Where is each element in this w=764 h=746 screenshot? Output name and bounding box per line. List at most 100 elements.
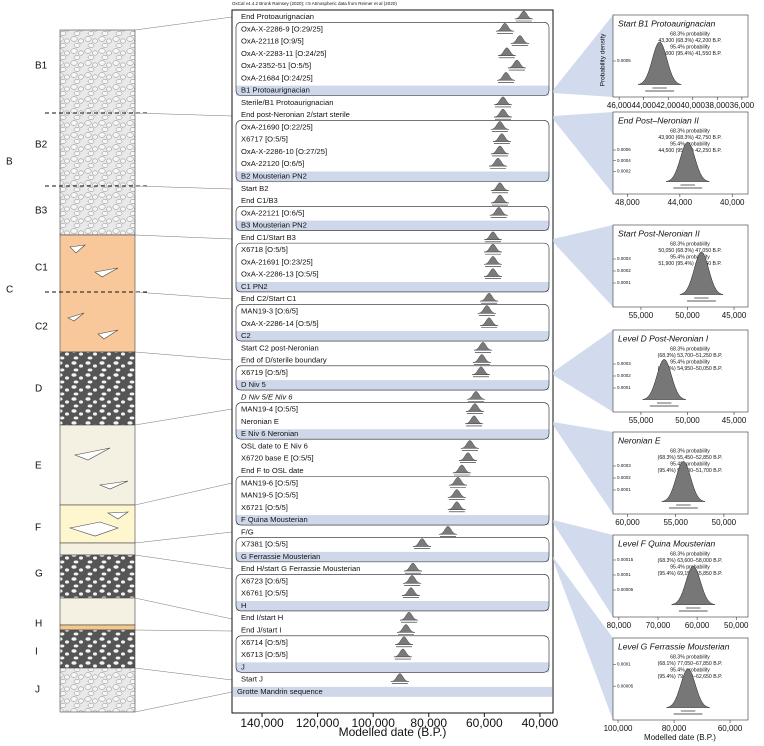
distribution bbox=[492, 133, 511, 142]
row-label: End Protoaurignacian bbox=[241, 12, 314, 21]
distribution bbox=[490, 121, 509, 130]
phase-box bbox=[235, 402, 550, 440]
row-label: OxA-21684 [O:24/25] bbox=[241, 73, 313, 82]
distribution bbox=[472, 354, 491, 363]
row-label: MAN19-6 [O:5/5] bbox=[241, 478, 298, 487]
inset-title: Level F Quina Mousterian bbox=[618, 538, 715, 548]
x-tick-label: 40,000 bbox=[522, 716, 559, 730]
distribution bbox=[438, 526, 457, 535]
x-tick-label: 36,000 bbox=[730, 101, 755, 110]
inset-title: Level D Post-Neronian I bbox=[618, 333, 709, 343]
annotation: OxCal v4.4.2 Bronk Ramsey (2020); r:5 At… bbox=[232, 1, 397, 6]
row-label: F/G bbox=[241, 527, 254, 536]
distribution bbox=[495, 23, 514, 32]
inset-title: Level G Ferrassie Mousterian bbox=[618, 641, 730, 651]
x-axis-label: Modelled date (B.P.) bbox=[644, 733, 716, 742]
phase-box bbox=[235, 365, 550, 391]
x-tick-label: 50,000 bbox=[675, 311, 700, 320]
stratum-label: H bbox=[35, 619, 42, 630]
inset-text: 95.4% probability bbox=[670, 359, 710, 365]
x-tick-label: 70,000 bbox=[646, 621, 671, 630]
row-label: X6719 [O:5/5] bbox=[241, 368, 288, 377]
row-label: OxA-21690 [O:22/25] bbox=[241, 122, 313, 131]
link-wedge bbox=[553, 422, 613, 514]
phase-box bbox=[235, 21, 550, 96]
distribution bbox=[489, 207, 508, 216]
x-tick-label: 55,000 bbox=[629, 311, 654, 320]
connector bbox=[134, 482, 233, 506]
y-tick-label: 0.0006 bbox=[617, 147, 631, 152]
sequence-bar bbox=[233, 686, 552, 697]
link-wedge bbox=[553, 15, 613, 97]
row-label: X6723 [O:6/5] bbox=[241, 576, 288, 585]
distribution bbox=[510, 35, 529, 44]
phase-label: C1 PN2 bbox=[241, 282, 268, 291]
row-label: OxA-X-2286-9 [O:29/25] bbox=[241, 24, 323, 33]
row-label: OxA-22121 [O:6/5] bbox=[241, 208, 304, 217]
x-tick-label: 44,000 bbox=[631, 101, 656, 110]
distribution bbox=[393, 648, 412, 658]
distribution bbox=[480, 317, 499, 326]
phase-label: H bbox=[241, 601, 246, 610]
inset-text: 95.4% probability bbox=[670, 461, 710, 467]
inset-text: (95.4%) 54,950–50,050 B.P. bbox=[658, 366, 723, 372]
stratum-label: F bbox=[35, 523, 41, 534]
inset-text: 43,900 (68.3%) 42,750 B.P. bbox=[658, 135, 721, 141]
y-tick-label: 0.0002 bbox=[617, 475, 631, 480]
row-label: MAN19-4 [O:5/5] bbox=[241, 405, 298, 414]
x-tick-label: 45,000 bbox=[722, 311, 747, 320]
inset-text: 68.3% probability bbox=[670, 31, 710, 37]
phase-label: G Ferrassie Mousterian bbox=[241, 552, 320, 561]
connector bbox=[134, 291, 233, 300]
density-curve bbox=[642, 358, 686, 400]
inset-text: 43,300 (68.3%) 42,200 B.P. bbox=[658, 38, 721, 44]
distribution bbox=[403, 562, 422, 572]
inset-frame bbox=[612, 14, 749, 98]
y-tick-label: 0.00005 bbox=[617, 683, 634, 688]
distribution bbox=[490, 182, 509, 191]
phase-label: C2 bbox=[241, 331, 251, 340]
row-label: End J/start I bbox=[241, 626, 282, 635]
row-label: X6721 [O:5/5] bbox=[241, 503, 288, 512]
stratum-label: G bbox=[35, 569, 43, 580]
phase-box bbox=[235, 120, 550, 182]
distribution bbox=[514, 10, 533, 20]
x-tick-label: 100,000 bbox=[604, 724, 633, 733]
phase-box bbox=[235, 635, 550, 673]
stratum-label: I bbox=[35, 647, 38, 658]
connector bbox=[134, 554, 233, 570]
distribution bbox=[493, 108, 512, 118]
phase-label: D Niv 5 bbox=[241, 380, 266, 389]
link-wedge bbox=[553, 225, 613, 307]
inset-text: 95.4% probability bbox=[670, 564, 710, 570]
row-label: Start C2 post-Neronian bbox=[241, 343, 319, 352]
inset-title: Start B1 Protoaurignacian bbox=[618, 18, 716, 28]
row-label: OxA-X-2286-10 [O:27/25] bbox=[241, 147, 327, 156]
distribution bbox=[452, 464, 471, 474]
row-label: OSL date to E Niv 6 bbox=[241, 441, 308, 450]
inset-text: (95.4%) 56,800–51,700 B.P. bbox=[658, 468, 723, 474]
y-tick-label: 0.0005 bbox=[617, 58, 631, 63]
row-label: End C1/B3 bbox=[241, 196, 278, 205]
distribution bbox=[488, 158, 507, 167]
y-tick-label: 0.0001 bbox=[617, 280, 631, 285]
x-tick-label: 120,000 bbox=[296, 716, 340, 730]
x-tick-label: 140,000 bbox=[240, 716, 284, 730]
row-label: X6761 [O:5/5] bbox=[241, 589, 288, 598]
phase-bar bbox=[236, 600, 549, 611]
stratum-label: B bbox=[6, 157, 13, 168]
distribution bbox=[490, 145, 509, 155]
inset-text: (68.1%) 77,050–67,850 B.P. bbox=[658, 661, 723, 667]
phase-label: E Niv 6 Neronian bbox=[241, 429, 298, 438]
x-tick-label: 48,000 bbox=[615, 198, 640, 207]
x-tick-label: 100,000 bbox=[351, 716, 395, 730]
inset-text: 68.3% probability bbox=[670, 128, 710, 134]
stratum-label: E bbox=[35, 461, 42, 472]
stratum-label: C bbox=[6, 285, 13, 296]
x-tick-label: 55,000 bbox=[629, 416, 654, 425]
x-tick-label: 50,000 bbox=[724, 621, 749, 630]
inset-text: (68.3%) 53,700–51,250 B.P. bbox=[658, 353, 723, 359]
x-tick-label: 38,000 bbox=[705, 101, 730, 110]
y-tick-label: 0.0001 bbox=[617, 572, 631, 577]
